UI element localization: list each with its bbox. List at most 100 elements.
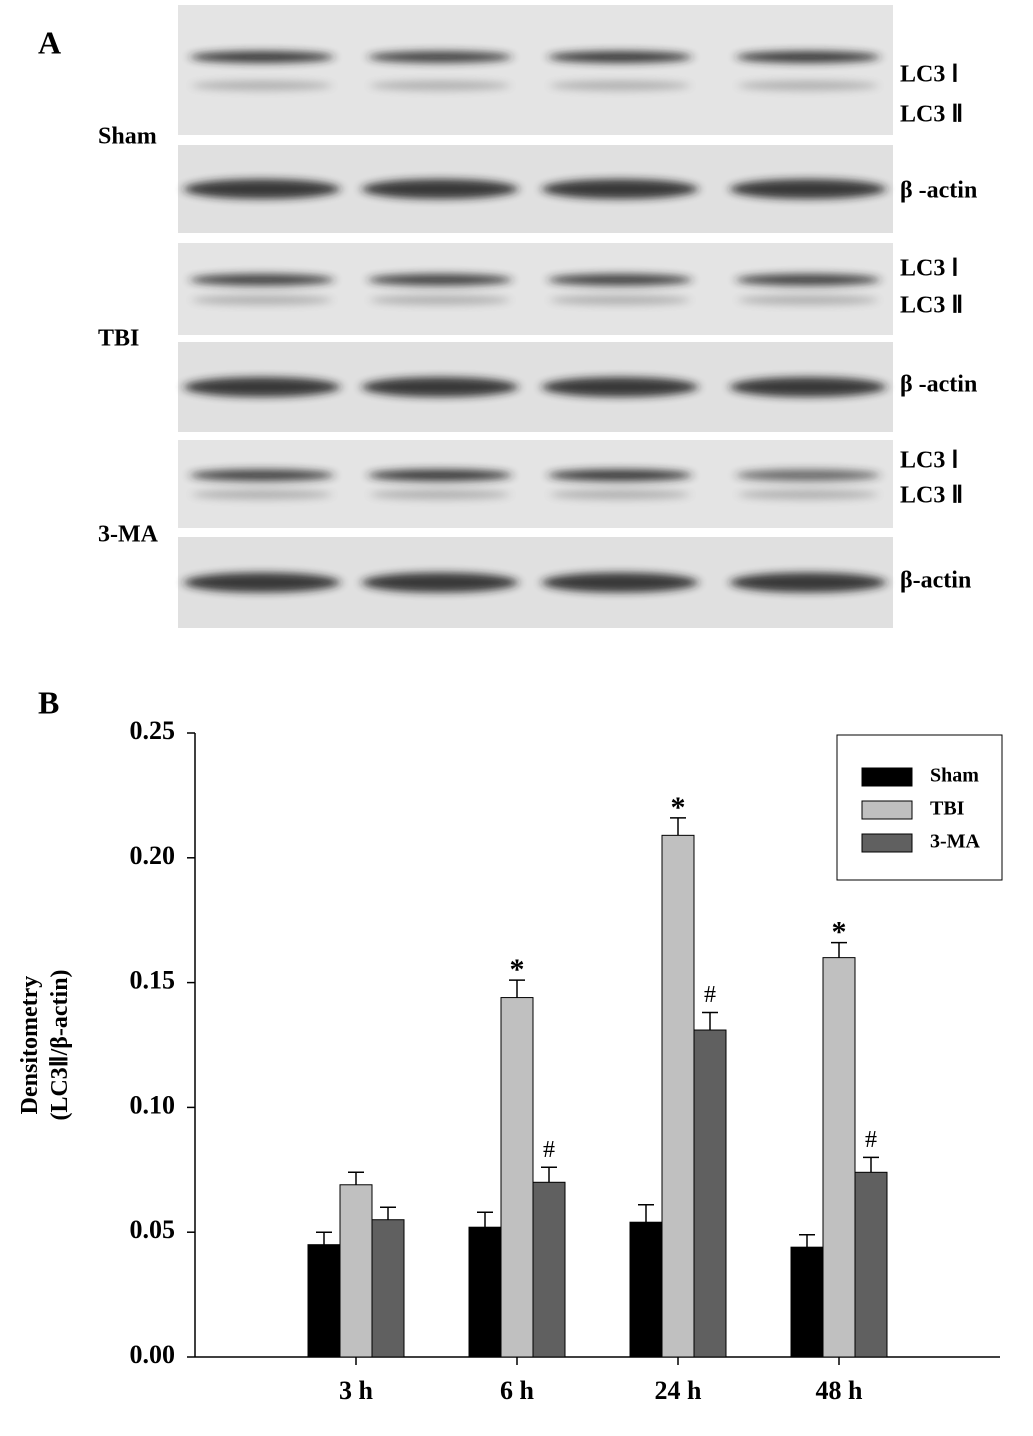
y-tick-label: 0.20 (130, 841, 176, 870)
band (184, 377, 340, 397)
band (730, 572, 886, 593)
bar (371, 1219, 405, 1358)
x-tick-label: 6 h (500, 1376, 535, 1405)
x-tick-label: 3 h (339, 1376, 374, 1405)
band (368, 469, 512, 482)
band-label: β-actin (900, 568, 971, 594)
band (184, 572, 340, 593)
y-tick-label: 0.15 (130, 966, 176, 995)
significance-mark: # (543, 1137, 555, 1163)
band (542, 179, 698, 199)
error-bar (380, 1206, 396, 1220)
band (192, 295, 332, 306)
bar (854, 1171, 888, 1358)
bar (468, 1226, 502, 1358)
error-bar (670, 817, 686, 836)
y-axis-label: Densitometry (LC3Ⅱ/β-actin) (17, 969, 73, 1120)
y-tick-label: 0.25 (130, 716, 176, 745)
band (730, 179, 886, 199)
panel-label: B (38, 684, 59, 720)
band (738, 295, 878, 306)
blot-lc3 (178, 5, 893, 135)
band (192, 489, 332, 500)
error-bar (863, 1156, 879, 1173)
legend-swatch (861, 767, 913, 787)
band (370, 489, 510, 500)
band (548, 469, 692, 482)
band (184, 179, 340, 199)
bar (629, 1221, 663, 1358)
band (736, 51, 880, 63)
band-label: β -actin (900, 178, 977, 204)
error-bar (638, 1203, 654, 1223)
band (730, 377, 886, 397)
y-axis-label-line: Densitometry (17, 976, 43, 1115)
band (190, 51, 334, 63)
band (370, 295, 510, 306)
band (550, 80, 690, 91)
y-tick-label: 0.05 (130, 1215, 176, 1244)
bar (532, 1181, 566, 1358)
band (542, 377, 698, 397)
bar (339, 1184, 373, 1358)
band (370, 80, 510, 91)
significance-mark: # (865, 1127, 877, 1153)
legend-label: Sham (930, 765, 979, 787)
y-tick-label: 0.10 (130, 1090, 176, 1119)
error-bar (541, 1166, 557, 1183)
significance-mark: * (832, 916, 847, 949)
error-bar (799, 1233, 815, 1248)
panel-label: A (38, 24, 61, 60)
band-label: LC3 Ⅱ (900, 293, 963, 319)
band (548, 51, 692, 63)
band (738, 80, 878, 91)
error-bar (348, 1171, 364, 1185)
blot-lc3 (178, 243, 893, 335)
band (550, 489, 690, 500)
significance-mark: # (704, 982, 716, 1008)
legend-swatch (861, 833, 913, 853)
legend-label: 3-MA (930, 831, 981, 853)
band (368, 273, 512, 286)
band (362, 179, 518, 199)
band (362, 572, 518, 593)
band (368, 51, 512, 63)
band-label: β -actin (900, 372, 977, 398)
band (190, 469, 334, 482)
error-bar (702, 1011, 718, 1031)
group-label: 3-MA (98, 522, 159, 548)
y-axis-label-line: (LC3Ⅱ/β-actin) (47, 969, 73, 1120)
error-bar (831, 941, 847, 958)
significance-mark: * (510, 953, 525, 986)
y-tick-label: 0.00 (130, 1340, 176, 1369)
x-tick-label: 24 h (655, 1376, 703, 1405)
band-label: LC3 Ⅱ (900, 483, 963, 509)
x-tick-label: 48 h (816, 1376, 864, 1405)
error-bar (477, 1211, 493, 1228)
band-label: LC3 Ⅱ (900, 102, 963, 128)
band (738, 489, 878, 500)
bar (822, 957, 856, 1358)
error-bar (509, 979, 525, 998)
band (190, 273, 334, 286)
significance-mark: * (671, 791, 686, 824)
band (736, 469, 880, 482)
band (550, 295, 690, 306)
band (542, 572, 698, 593)
band (362, 377, 518, 397)
group-label: Sham (98, 124, 157, 150)
band (548, 273, 692, 286)
legend-swatch (861, 800, 913, 820)
group-label: TBI (98, 326, 139, 352)
band-label: LC3 Ⅰ (900, 448, 958, 474)
bar (693, 1029, 727, 1358)
band (192, 80, 332, 91)
error-bar (316, 1231, 332, 1245)
bar (307, 1244, 341, 1358)
band-label: LC3 Ⅰ (900, 62, 958, 88)
band (736, 273, 880, 286)
bar (790, 1246, 824, 1358)
bar (661, 834, 695, 1358)
legend-label: TBI (930, 798, 965, 820)
